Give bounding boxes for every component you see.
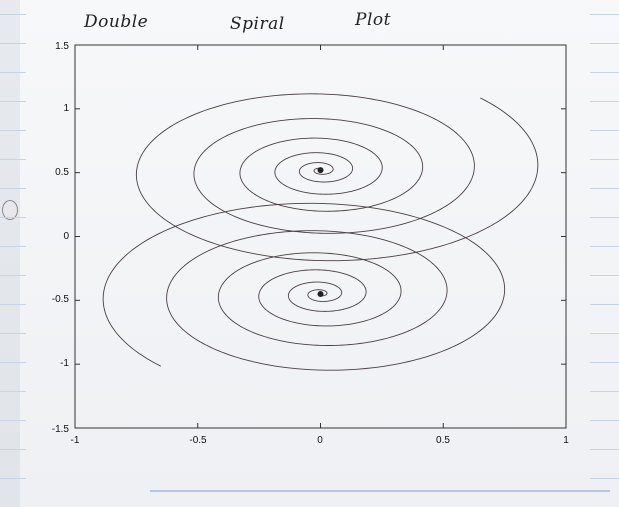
ruled-line (0, 391, 26, 392)
ruled-line (0, 43, 26, 44)
y-tick-label: 1 (63, 103, 69, 114)
y-tick-label: -1 (60, 358, 69, 369)
ruled-line (590, 217, 619, 218)
ruled-line (590, 130, 619, 131)
ruled-line (0, 101, 26, 102)
bottom-ruled-line (150, 490, 610, 492)
ruled-line (0, 420, 26, 421)
ruled-line (590, 14, 619, 15)
ruled-line (590, 362, 619, 363)
x-tick-label: 0 (317, 435, 323, 446)
chart-title: Double Spiral Plot (0, 10, 460, 36)
ruled-line (590, 420, 619, 421)
ruled-line (590, 449, 619, 450)
ruled-line (0, 275, 26, 276)
ruled-line (0, 362, 26, 363)
chart-title-word-1: Double (84, 12, 149, 32)
ruled-line (0, 159, 26, 160)
upper-spiral-line (135, 93, 539, 262)
lower-spiral-center (317, 290, 324, 297)
x-tick-label: -1 (71, 435, 80, 446)
chart-title-word-3: Plot (355, 10, 391, 30)
ruled-line (0, 217, 26, 218)
y-tick-label: 1.5 (55, 41, 69, 52)
x-tick-label: 1 (563, 435, 569, 446)
ruled-line (590, 275, 619, 276)
ruled-line (590, 72, 619, 73)
ruled-line (590, 304, 619, 305)
chart-title-word-2: Spiral (230, 14, 285, 34)
ruled-line (0, 333, 26, 334)
binder-hole (2, 200, 18, 220)
notebook-binding-edge (0, 0, 20, 507)
plot-area: -1 -0.5 0 0.5 1 1.5 1 0.5 0 -0.5 -1 -1.5 (52, 41, 569, 446)
axis-ticks (74, 44, 567, 429)
ruled-line (0, 72, 26, 73)
ruled-line (0, 14, 26, 15)
ruled-line (590, 159, 619, 160)
spiral-curves (102, 93, 539, 371)
ruled-line (590, 333, 619, 334)
x-tick-label: 0.5 (436, 435, 450, 446)
ruled-line (0, 449, 26, 450)
y-axis-tick-labels: 1.5 1 0.5 0 -0.5 -1 -1.5 (52, 41, 70, 435)
y-tick-label: 0.5 (55, 167, 69, 178)
ruled-line (0, 478, 26, 479)
ruled-line (0, 246, 26, 247)
ruled-line (590, 478, 619, 479)
axes-box (74, 44, 567, 429)
upper-spiral-center (317, 167, 324, 174)
lower-spiral-line (102, 202, 506, 371)
y-tick-label: 0 (63, 231, 69, 242)
ruled-line (0, 130, 26, 131)
ruled-line (590, 43, 619, 44)
ruled-line (0, 304, 26, 305)
y-tick-label: -1.5 (52, 424, 70, 435)
x-tick-label: -0.5 (189, 435, 207, 446)
x-axis-tick-labels: -1 -0.5 0 0.5 1 (71, 435, 570, 446)
ruled-line (590, 246, 619, 247)
ruled-line (590, 101, 619, 102)
ruled-line (590, 188, 619, 189)
ruled-line (0, 188, 26, 189)
ruled-line (590, 391, 619, 392)
y-tick-label: -0.5 (52, 294, 70, 305)
